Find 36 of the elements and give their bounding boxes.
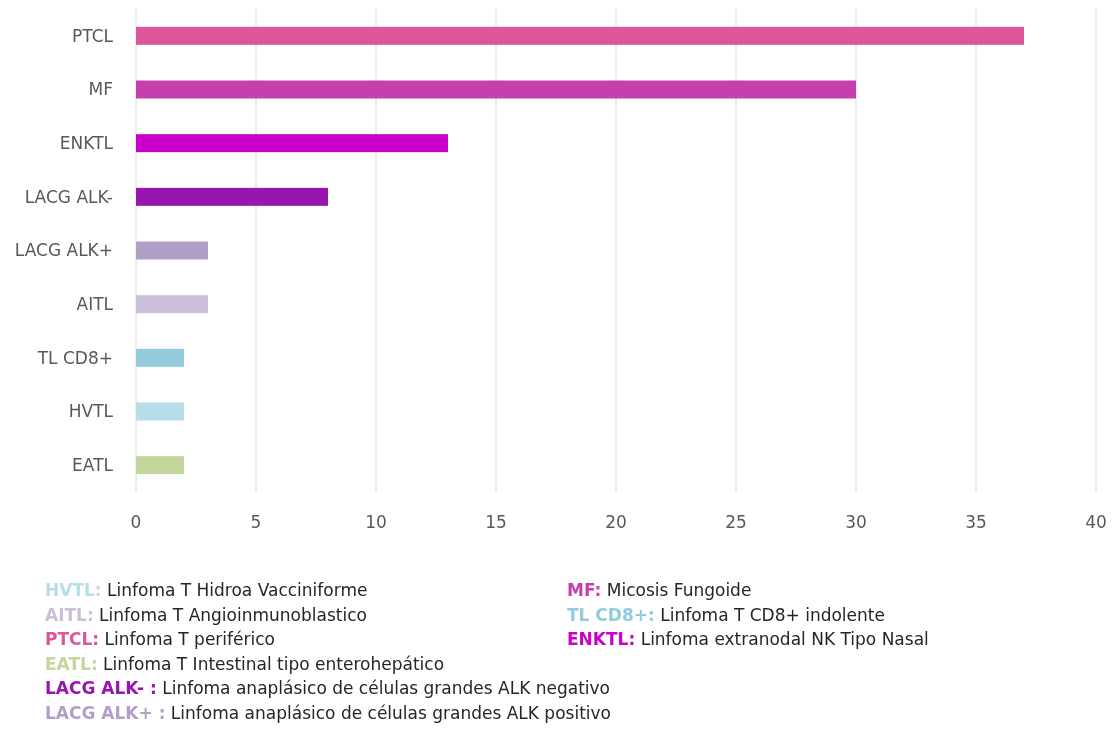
y-tick-label: TL CD8+: [36, 347, 113, 368]
bar: [136, 26, 1024, 45]
text: TL CD8+: Linfoma T CD8+ indolente: [567, 604, 885, 625]
bar: [136, 402, 184, 421]
text: MF: Micosis Fungoide: [567, 580, 752, 600]
text: LACG ALK+ : Linfoma anaplásico de células grandes ALK positivo: [45, 702, 611, 723]
text: HVTL: Linfoma T Hidroa Vacciniforme: [45, 580, 368, 600]
x-tick-label: 35: [965, 512, 987, 532]
text: LACG ALK- : Linfoma anaplásico de células grandes ALK negativo: [45, 678, 610, 698]
x-tick-label: 20: [605, 512, 627, 532]
x-tick-label: 15: [485, 512, 507, 532]
y-tick-label: HVTL: [68, 401, 114, 422]
x-tick-label: 25: [725, 512, 747, 532]
x-tick-label: 5: [250, 512, 262, 532]
y-tick-label: MF: [88, 79, 113, 100]
y-tick-label: PTCL: [72, 25, 114, 46]
bar: [136, 187, 328, 206]
x-tick-label: 0: [130, 512, 142, 532]
x-tick-label: 30: [845, 512, 867, 532]
y-tick-label: AITL: [76, 294, 114, 315]
bar: [136, 134, 448, 153]
bar: [136, 348, 184, 367]
x-tick-label: 40: [1085, 512, 1107, 532]
bar: [136, 241, 208, 260]
text: PTCL: Linfoma T periférico: [45, 629, 275, 649]
y-tick-label: ENKTL: [59, 133, 114, 154]
y-tick-label: LACG ALK+: [14, 240, 113, 261]
text: ENKTL: Linfoma extranodal NK Tipo Nasal: [567, 629, 929, 649]
x-tick-label: 10: [365, 512, 387, 532]
text: AITL: Linfoma T Angioinmunoblastico: [45, 604, 367, 625]
y-tick-label: EATL: [72, 455, 114, 476]
bar: [136, 295, 208, 314]
bar: [136, 80, 856, 99]
bar: [136, 456, 184, 475]
text: EATL: Linfoma T Intestinal tipo enterohepático: [45, 653, 445, 674]
y-tick-label: LACG ALK-: [24, 186, 113, 207]
